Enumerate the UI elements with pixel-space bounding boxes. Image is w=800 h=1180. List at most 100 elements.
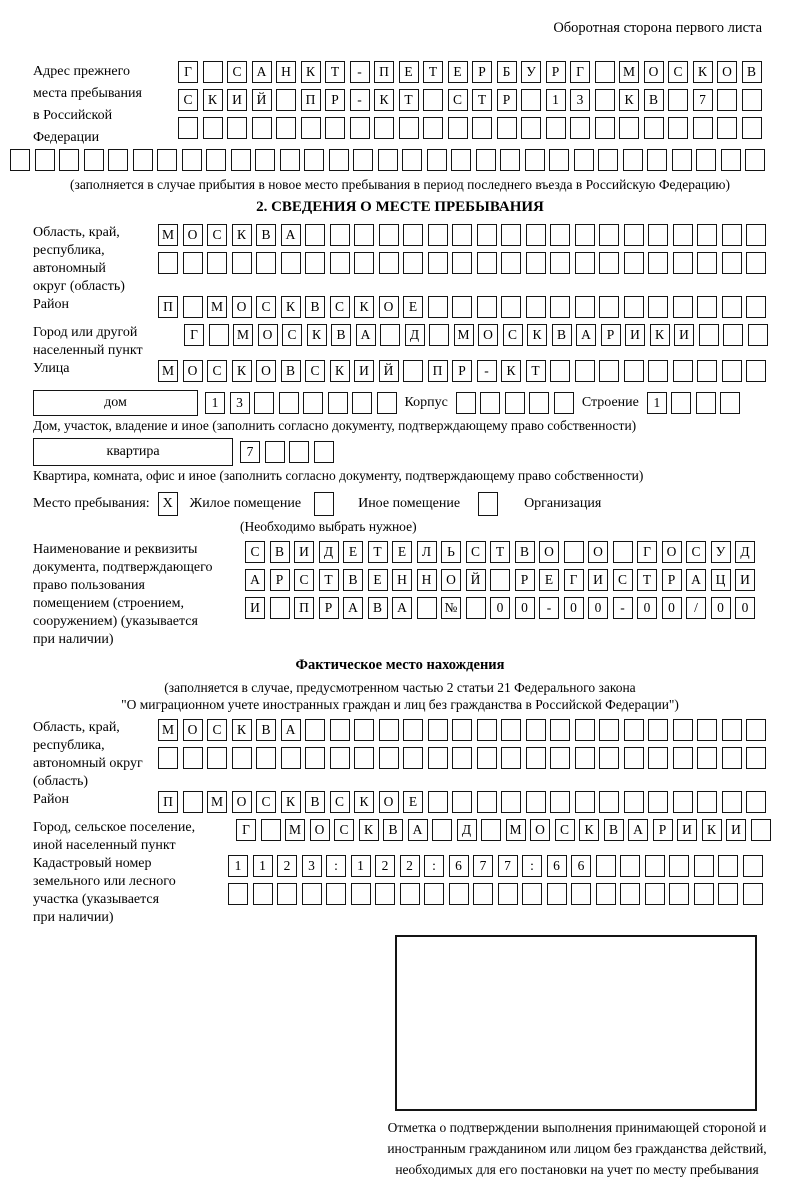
form-cell — [452, 252, 472, 274]
form-cell — [697, 252, 717, 274]
form-cell — [354, 719, 374, 741]
kvartira-note: Квартира, комната, офис и иное (заполнит… — [33, 468, 644, 483]
form-cell: / — [686, 597, 706, 619]
form-cell: О — [256, 360, 276, 382]
form-cell: В — [367, 597, 388, 619]
form-cell: Д — [404, 324, 425, 346]
form-cell — [352, 392, 372, 414]
form-cell — [207, 252, 227, 274]
form-cell — [648, 224, 668, 246]
form-cell: О — [441, 569, 461, 591]
form-cell — [574, 791, 595, 813]
form-cell — [622, 149, 643, 171]
factual-title: Фактическое место нахождения — [295, 657, 505, 673]
form-cell — [328, 149, 349, 171]
form-cell — [672, 252, 693, 274]
form-cell: О — [182, 360, 203, 382]
option-inoe-label: Иное помещение — [358, 496, 461, 511]
label-line: места пребывания — [33, 86, 142, 101]
form-cell: О — [231, 791, 252, 813]
form-cell — [723, 324, 743, 346]
form-cell — [300, 117, 321, 139]
form-cell — [599, 252, 619, 274]
form-cell: И — [588, 569, 608, 591]
form-cell — [278, 392, 299, 414]
form-cell — [501, 224, 521, 246]
form-cell: Й — [465, 569, 486, 591]
form-cell — [378, 719, 399, 741]
form-cell: Н — [276, 61, 296, 83]
form-cell — [158, 252, 178, 274]
form-cell — [182, 747, 203, 769]
form-cell: И — [674, 324, 694, 346]
form-cell — [718, 883, 738, 905]
form-cell — [697, 747, 717, 769]
label-line: Наименование и реквизиты — [33, 542, 198, 557]
form-cell: О — [478, 324, 498, 346]
form-cell: А — [686, 569, 706, 591]
form-cell — [501, 747, 521, 769]
form-cell: С — [227, 61, 247, 83]
label-line: Город или другой — [33, 325, 138, 340]
mesto-prebyvaniya-row: Место пребывания: X Жилое помещение Иное… — [33, 492, 800, 516]
dom-note: Дом, участок, владение и иное (заполнить… — [33, 418, 637, 433]
form-cell: О — [530, 819, 550, 841]
form-cell: Г — [570, 61, 590, 83]
form-cell: В — [551, 324, 572, 346]
form-cell: Р — [269, 569, 290, 591]
form-cell — [476, 296, 497, 318]
form-cell — [10, 149, 30, 171]
label-line: (область) — [33, 774, 89, 789]
form-cell — [377, 149, 398, 171]
mesto-note: (Необходимо выбрать нужное) — [240, 519, 417, 534]
form-cell — [182, 791, 203, 813]
label-line: Адрес прежнего — [33, 64, 130, 79]
form-cell — [563, 541, 584, 563]
kadastr-label: Кадастровый номер земельного или лесного у… — [33, 855, 228, 927]
form-cell — [623, 747, 644, 769]
form-cell — [476, 791, 497, 813]
form-cell: : — [522, 855, 542, 877]
form-cell — [354, 747, 374, 769]
form-cell — [326, 883, 346, 905]
form-cell — [305, 252, 325, 274]
form-cell: И — [735, 569, 755, 591]
form-cell: М — [233, 324, 253, 346]
form-cell: А — [355, 324, 376, 346]
form-cell — [34, 149, 55, 171]
form-cell — [747, 324, 768, 346]
raion-label: Район — [33, 297, 69, 312]
form-cell: О — [539, 541, 559, 563]
dom-label-box: дом — [33, 390, 198, 416]
form-cell — [695, 392, 716, 414]
option-zhiloe-label: Жилое помещение — [189, 496, 302, 511]
form-cell: К — [501, 360, 521, 382]
form-cell — [693, 855, 714, 877]
form-cell — [594, 117, 615, 139]
form-cell — [452, 791, 472, 813]
form-cell — [746, 224, 766, 246]
label-line: Область, край, — [33, 225, 120, 240]
form-cell: 6 — [546, 855, 567, 877]
label-line: республика, — [33, 243, 105, 258]
form-cell — [742, 883, 763, 905]
form-cell: 0 — [514, 597, 535, 619]
form-cell: Р — [661, 569, 682, 591]
form-cell: А — [407, 819, 428, 841]
korpus-cells — [455, 392, 574, 414]
label-line: в Российской — [33, 108, 113, 123]
form-cell — [574, 747, 595, 769]
form-cell: У — [521, 61, 541, 83]
form-cell — [305, 719, 325, 741]
form-cell: А — [343, 597, 363, 619]
document-label: Наименование и реквизиты документа, подтв… — [33, 541, 245, 649]
form-cell: Т — [318, 569, 339, 591]
form-cell: В — [305, 296, 325, 318]
form-cell — [623, 360, 644, 382]
form-cell: П — [300, 89, 321, 111]
form-cell: О — [231, 296, 252, 318]
form-cell: Г — [563, 569, 584, 591]
